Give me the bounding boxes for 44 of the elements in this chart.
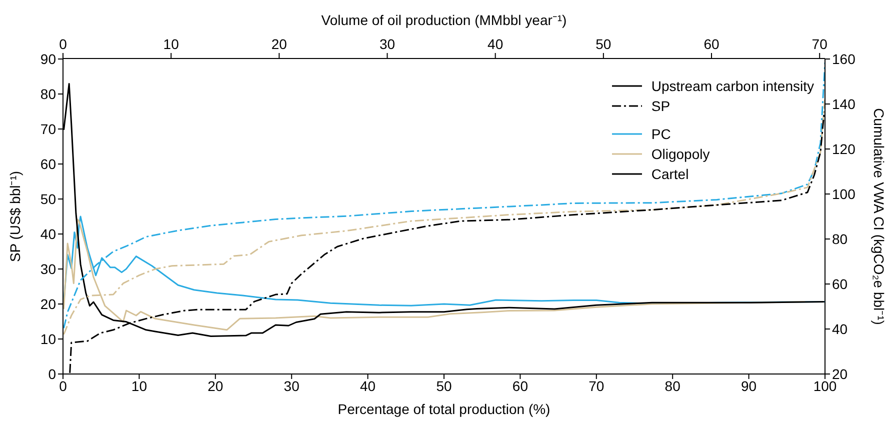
y2-tick-label: 100 — [832, 186, 856, 202]
x2-tick-label: 40 — [488, 36, 504, 52]
y-tick-label: 40 — [40, 226, 56, 242]
y2-tick-label: 120 — [832, 140, 856, 157]
y-axis-title: SP (US$ bbl⁻¹) — [6, 170, 23, 262]
x2-tick-label: 60 — [704, 36, 720, 52]
x-tick-label: 70 — [588, 378, 604, 394]
x2-tick-label: 20 — [271, 36, 288, 52]
x-tick-label: 60 — [512, 378, 528, 394]
y-tick-label: 0 — [48, 366, 56, 382]
x2-tick-label: 10 — [163, 36, 180, 52]
y-tick-label: 20 — [40, 296, 56, 312]
y2-tick-label: 140 — [832, 96, 856, 112]
y-tick-label: 90 — [40, 50, 56, 67]
y2-tick-label: 80 — [832, 230, 848, 247]
annotation: SP — [651, 97, 670, 116]
x2-tick-label: 50 — [596, 36, 612, 52]
x2-tick-label: 70 — [812, 36, 828, 52]
x-tick-label: 10 — [131, 378, 148, 394]
x-tick-label: 0 — [59, 378, 68, 394]
x-tick-label: 40 — [360, 378, 376, 394]
x2-tick-label: 30 — [379, 36, 396, 52]
y-tick-label: 50 — [40, 190, 56, 207]
y-tick-label: 10 — [40, 330, 56, 347]
legend-label: PC — [651, 125, 671, 144]
y2-axis-title: Cumulative VWA CI (kgCO₂e bbl⁻¹) — [871, 108, 888, 325]
legend-label: Cartel — [651, 165, 689, 184]
y-tick-label: 70 — [40, 120, 56, 137]
annotation: Upstream carbon intensity — [651, 77, 814, 96]
x-tick-label: 50 — [436, 378, 452, 394]
x2-tick-label: 0 — [59, 36, 68, 52]
x-tick-label: 90 — [741, 378, 757, 394]
legend-label: Oligopoly — [651, 145, 710, 164]
y-tick-label: 80 — [40, 86, 56, 102]
x-tick-label: 20 — [208, 378, 224, 394]
x-tick-label: 30 — [284, 378, 300, 394]
y2-tick-label: 60 — [832, 276, 848, 292]
x-tick-label: 80 — [664, 378, 681, 394]
x-axis-title: Percentage of total production (%) — [338, 401, 550, 417]
y2-tick-label: 160 — [832, 50, 856, 67]
y-tick-label: 60 — [40, 156, 56, 172]
y2-tick-label: 40 — [832, 320, 848, 337]
y-tick-label: 30 — [40, 260, 56, 277]
x2-axis-title: Volume of oil production (MMbbl year⁻¹) — [321, 12, 567, 28]
